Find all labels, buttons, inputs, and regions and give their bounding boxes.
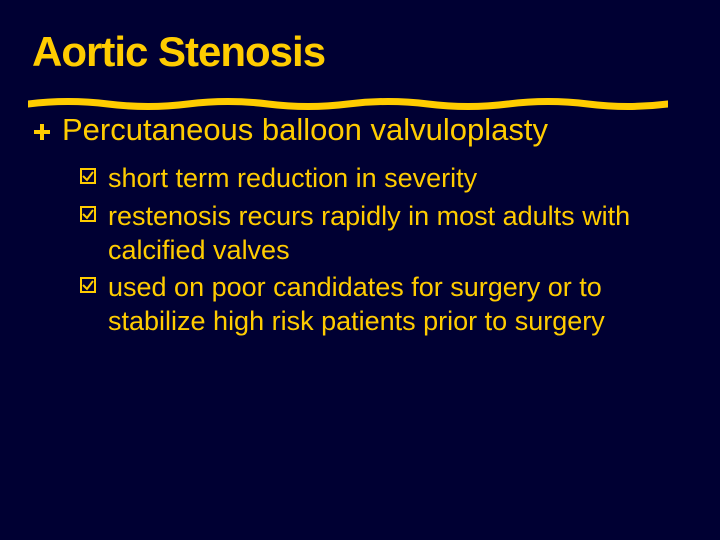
list-item-label: Percutaneous balloon valvuloplasty xyxy=(62,112,680,148)
checkbox-bullet-icon xyxy=(80,277,108,293)
list-item-label: restenosis recurs rapidly in most adults… xyxy=(108,200,680,268)
list-item: used on poor candidates for surgery or t… xyxy=(80,271,680,339)
checkbox-bullet-icon xyxy=(80,168,108,184)
list-item-label: used on poor candidates for surgery or t… xyxy=(108,271,680,339)
list-item: Percutaneous balloon valvuloplasty xyxy=(34,112,680,148)
list-item: restenosis recurs rapidly in most adults… xyxy=(80,200,680,268)
title-underline xyxy=(28,96,668,112)
list-item: short term reduction in severity xyxy=(80,162,680,196)
slide-content: Percutaneous balloon valvuloplasty short… xyxy=(0,76,720,339)
slide-title: Aortic Stenosis xyxy=(0,0,720,76)
cross-bullet-icon xyxy=(34,124,62,140)
checkbox-bullet-icon xyxy=(80,206,108,222)
list-item-label: short term reduction in severity xyxy=(108,162,680,196)
